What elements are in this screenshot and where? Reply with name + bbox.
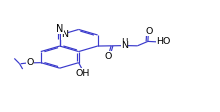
Text: O: O [27,58,34,67]
Text: O: O [145,27,152,36]
Text: N: N [121,41,128,50]
Text: OH: OH [76,69,90,78]
Text: HO: HO [156,37,170,46]
Text: N: N [61,30,68,40]
Text: O: O [104,52,112,61]
Text: N: N [56,24,63,34]
Text: H: H [121,38,128,47]
